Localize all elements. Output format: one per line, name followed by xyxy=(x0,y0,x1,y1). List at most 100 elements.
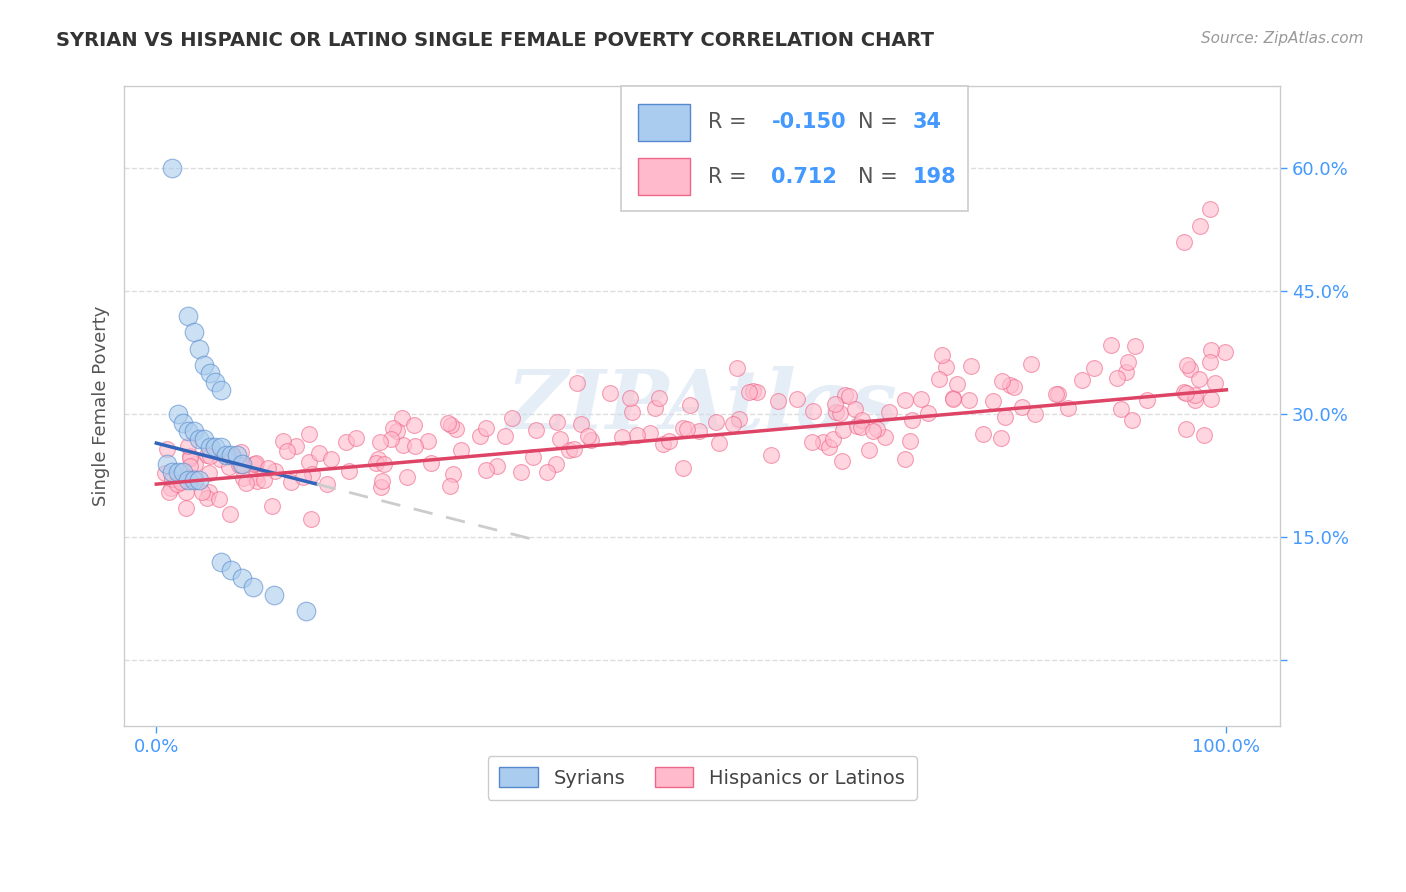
Point xyxy=(215,449,238,463)
Point xyxy=(707,436,730,450)
Point xyxy=(179,449,201,463)
Point xyxy=(1198,354,1220,368)
Point xyxy=(404,417,426,432)
Point xyxy=(1056,401,1078,415)
Point xyxy=(522,450,544,464)
Point xyxy=(648,392,671,406)
Bar xyxy=(638,158,690,195)
Point xyxy=(188,432,211,446)
Point xyxy=(396,470,419,484)
Point xyxy=(1099,338,1122,352)
Point xyxy=(177,439,200,453)
Point xyxy=(957,393,980,408)
Point xyxy=(931,348,953,362)
Point xyxy=(308,446,330,460)
Point xyxy=(548,432,571,446)
Point xyxy=(546,415,568,429)
Point xyxy=(942,392,965,407)
Point xyxy=(1184,392,1206,407)
Point xyxy=(344,431,367,445)
Point xyxy=(972,427,994,442)
Point xyxy=(1173,235,1195,250)
Point xyxy=(801,404,824,418)
Text: ZIPAtlas: ZIPAtlas xyxy=(506,367,897,446)
Point xyxy=(1175,359,1198,373)
Point xyxy=(193,432,215,446)
Point xyxy=(619,391,641,405)
Point xyxy=(1213,345,1236,359)
Point xyxy=(208,452,231,467)
Point xyxy=(652,436,675,450)
Point xyxy=(367,452,389,467)
Point xyxy=(198,367,221,381)
Point xyxy=(824,397,846,411)
Point xyxy=(160,472,183,486)
Point xyxy=(1002,379,1025,393)
Point xyxy=(877,405,900,419)
Point xyxy=(174,500,197,515)
Point xyxy=(875,430,897,444)
Point xyxy=(263,588,285,602)
Point xyxy=(849,420,872,434)
Point xyxy=(569,417,592,432)
Point xyxy=(443,467,465,481)
Point xyxy=(370,480,392,494)
Point xyxy=(181,471,204,485)
Point xyxy=(565,376,588,390)
Point xyxy=(231,458,253,473)
Point xyxy=(370,434,392,449)
Point xyxy=(242,580,264,594)
Point xyxy=(1175,385,1198,400)
Point xyxy=(562,442,585,456)
Point xyxy=(243,457,266,471)
Point xyxy=(291,470,314,484)
Point xyxy=(256,461,278,475)
Point xyxy=(834,388,856,402)
Point xyxy=(599,385,621,400)
Point xyxy=(626,428,648,442)
Point xyxy=(183,457,205,471)
Point xyxy=(242,457,264,471)
Point xyxy=(1019,357,1042,371)
Point xyxy=(917,406,939,420)
Point xyxy=(558,443,581,458)
Point xyxy=(738,384,761,399)
Text: R =: R = xyxy=(707,112,747,132)
Point xyxy=(1109,401,1132,416)
Point xyxy=(174,485,197,500)
Legend: Syrians, Hispanics or Latinos: Syrians, Hispanics or Latinos xyxy=(488,756,917,799)
Point xyxy=(232,471,254,485)
Point xyxy=(898,434,921,449)
Point xyxy=(844,401,866,416)
Point xyxy=(231,444,253,458)
Point xyxy=(188,342,211,356)
Point xyxy=(725,360,748,375)
Point xyxy=(156,442,179,456)
Point xyxy=(1115,365,1137,379)
Point xyxy=(998,378,1021,392)
Text: Source: ZipAtlas.com: Source: ZipAtlas.com xyxy=(1201,31,1364,46)
Point xyxy=(801,434,824,449)
Point xyxy=(821,432,844,446)
Point xyxy=(276,444,298,458)
Point xyxy=(235,475,257,490)
Point xyxy=(1199,202,1222,217)
Point xyxy=(579,433,602,447)
Point xyxy=(536,465,558,479)
Point xyxy=(494,429,516,443)
Point xyxy=(439,479,461,493)
Point xyxy=(1071,373,1094,387)
Point xyxy=(156,457,179,471)
Point xyxy=(207,491,229,506)
Point xyxy=(900,413,922,427)
Point xyxy=(280,475,302,489)
Point xyxy=(990,431,1012,445)
Point xyxy=(183,424,205,438)
Point xyxy=(1188,219,1211,233)
Point xyxy=(172,416,194,430)
Point xyxy=(1011,400,1033,414)
Point xyxy=(704,415,727,429)
Point xyxy=(166,465,188,479)
Point xyxy=(1107,371,1129,385)
FancyBboxPatch shape xyxy=(621,87,967,211)
